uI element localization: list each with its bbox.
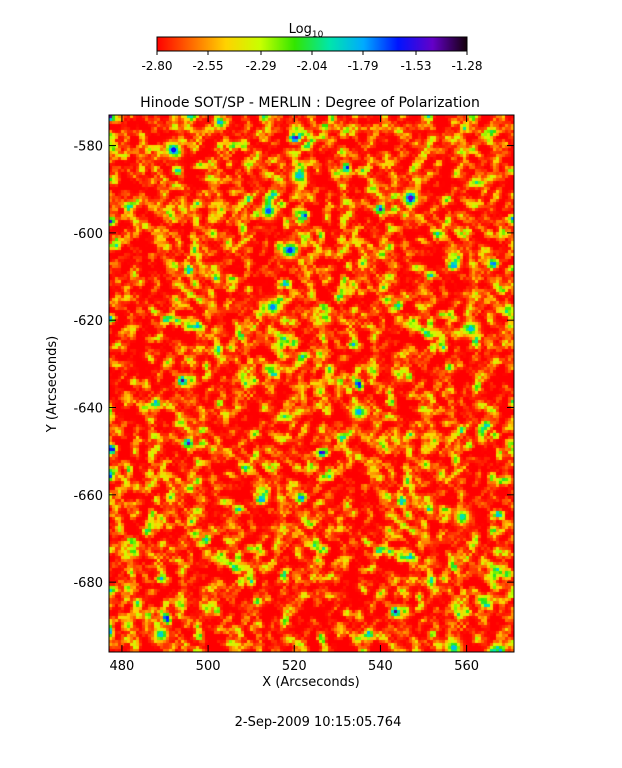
hotspot-point: [459, 514, 465, 520]
timestamp: 2-Sep-2009 10:15:05.764: [235, 715, 402, 730]
y-axis-label: Y (Arcseconds): [45, 336, 60, 433]
colorbar: [156, 36, 468, 52]
colorbar-tick-label: -1.53: [400, 59, 431, 73]
heatmap: [109, 115, 514, 652]
hotspot-point: [451, 645, 457, 651]
hotspot-point: [171, 147, 177, 153]
x-tick-label: 500: [196, 659, 221, 674]
y-tick-label: -580: [73, 140, 103, 155]
hotspot-point: [265, 208, 271, 214]
y-tick-label: -600: [73, 227, 103, 242]
colorbar-ticks: -2.80 -2.55 -2.29 -2.04 -1.79 -1.53 -1.28: [141, 51, 483, 73]
x-tick-label: 480: [110, 659, 135, 674]
hotspot-point: [270, 304, 276, 310]
x-tick-label: 560: [454, 659, 479, 674]
colorbar-tick-label: -1.28: [451, 59, 482, 73]
colorbar-tick-label: -2.55: [192, 59, 223, 73]
hotspot-point: [408, 195, 414, 201]
y-tick-label: -660: [73, 489, 103, 504]
y-tick-label: -680: [73, 576, 103, 591]
colorbar-tick-label: -2.80: [141, 59, 172, 73]
x-tick-label: 540: [368, 659, 393, 674]
x-axis: 480 500 520 540 560: [110, 115, 479, 674]
y-axis: -580 -600 -620 -640 -660 -680: [73, 140, 514, 591]
hotspot-point: [296, 173, 302, 179]
hotspots: [158, 147, 474, 651]
colorbar-tick-label: -2.04: [296, 59, 327, 73]
hotspot-point: [158, 632, 164, 638]
plot-frame: [108, 114, 515, 653]
y-tick-label: -620: [73, 314, 103, 329]
hotspot-point: [468, 326, 474, 332]
hotspot-point: [356, 409, 362, 415]
x-tick-label: 520: [282, 659, 307, 674]
hotspot-point: [287, 247, 293, 253]
chart-title: Hinode SOT/SP - MERLIN : Degree of Polar…: [140, 95, 480, 111]
x-axis-label: X (Arcseconds): [262, 675, 359, 690]
colorbar-label: Log10: [289, 22, 324, 40]
heatmap-image: [109, 115, 514, 652]
colorbar-tick-label: -1.79: [347, 59, 378, 73]
y-tick-label: -640: [73, 402, 103, 417]
colorbar-tick-label: -2.29: [245, 59, 276, 73]
